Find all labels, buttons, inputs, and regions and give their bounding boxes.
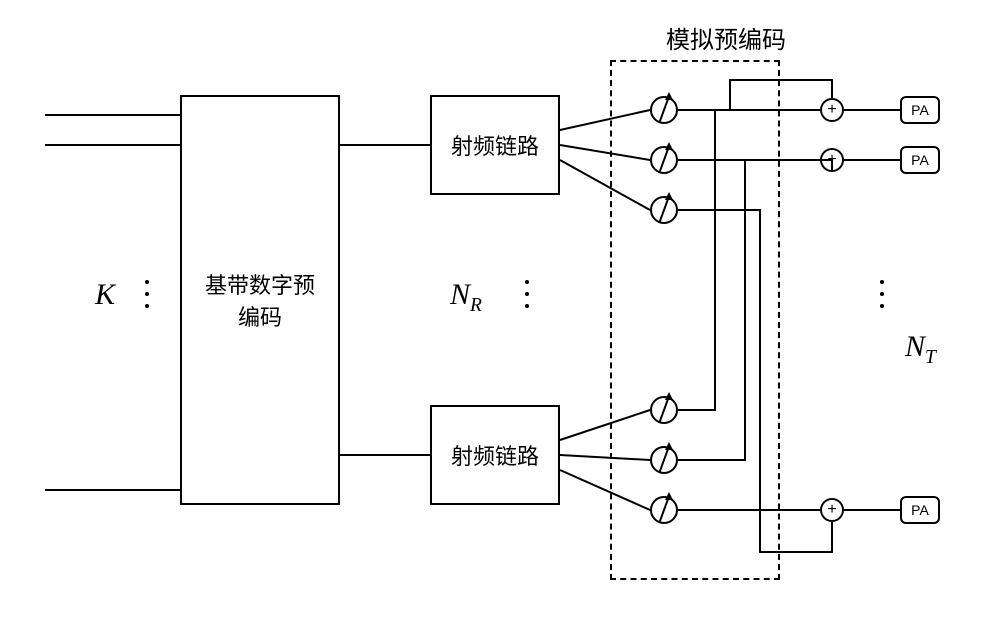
adder-icon: +: [820, 98, 844, 122]
analog-precoding-label: 模拟预编码: [666, 20, 786, 55]
rf-chain-block-2: 射频链路: [430, 405, 560, 505]
phase-shifter-icon: [650, 96, 678, 124]
label-nr-main: N: [450, 278, 470, 311]
vdots-icon: [525, 280, 529, 308]
adder-icon: +: [820, 498, 844, 522]
diagram-canvas: 模拟预编码 基带数字预 编码 射频链路 射频链路 + + + PA PA PA …: [0, 0, 1000, 632]
phase-shifter-icon: [650, 446, 678, 474]
phase-shifter-icon: [650, 196, 678, 224]
pa-box: PA: [900, 496, 940, 524]
label-nr: NR: [450, 278, 482, 317]
label-nt-main: N: [905, 330, 925, 363]
rf-chain-block-1: 射频链路: [430, 95, 560, 195]
baseband-precoding-block: 基带数字预 编码: [180, 95, 340, 505]
label-nt-sub: T: [925, 347, 936, 368]
label-nt: NT: [905, 330, 936, 369]
vdots-icon: [145, 280, 149, 308]
label-nr-sub: R: [470, 295, 482, 316]
vdots-icon: [880, 280, 884, 308]
phase-shifter-icon: [650, 146, 678, 174]
phase-shifter-icon: [650, 396, 678, 424]
adder-icon: +: [820, 148, 844, 172]
analog-precoding-box: [610, 60, 780, 580]
pa-box: PA: [900, 96, 940, 124]
pa-box: PA: [900, 146, 940, 174]
label-k: K: [95, 278, 115, 312]
phase-shifter-icon: [650, 496, 678, 524]
